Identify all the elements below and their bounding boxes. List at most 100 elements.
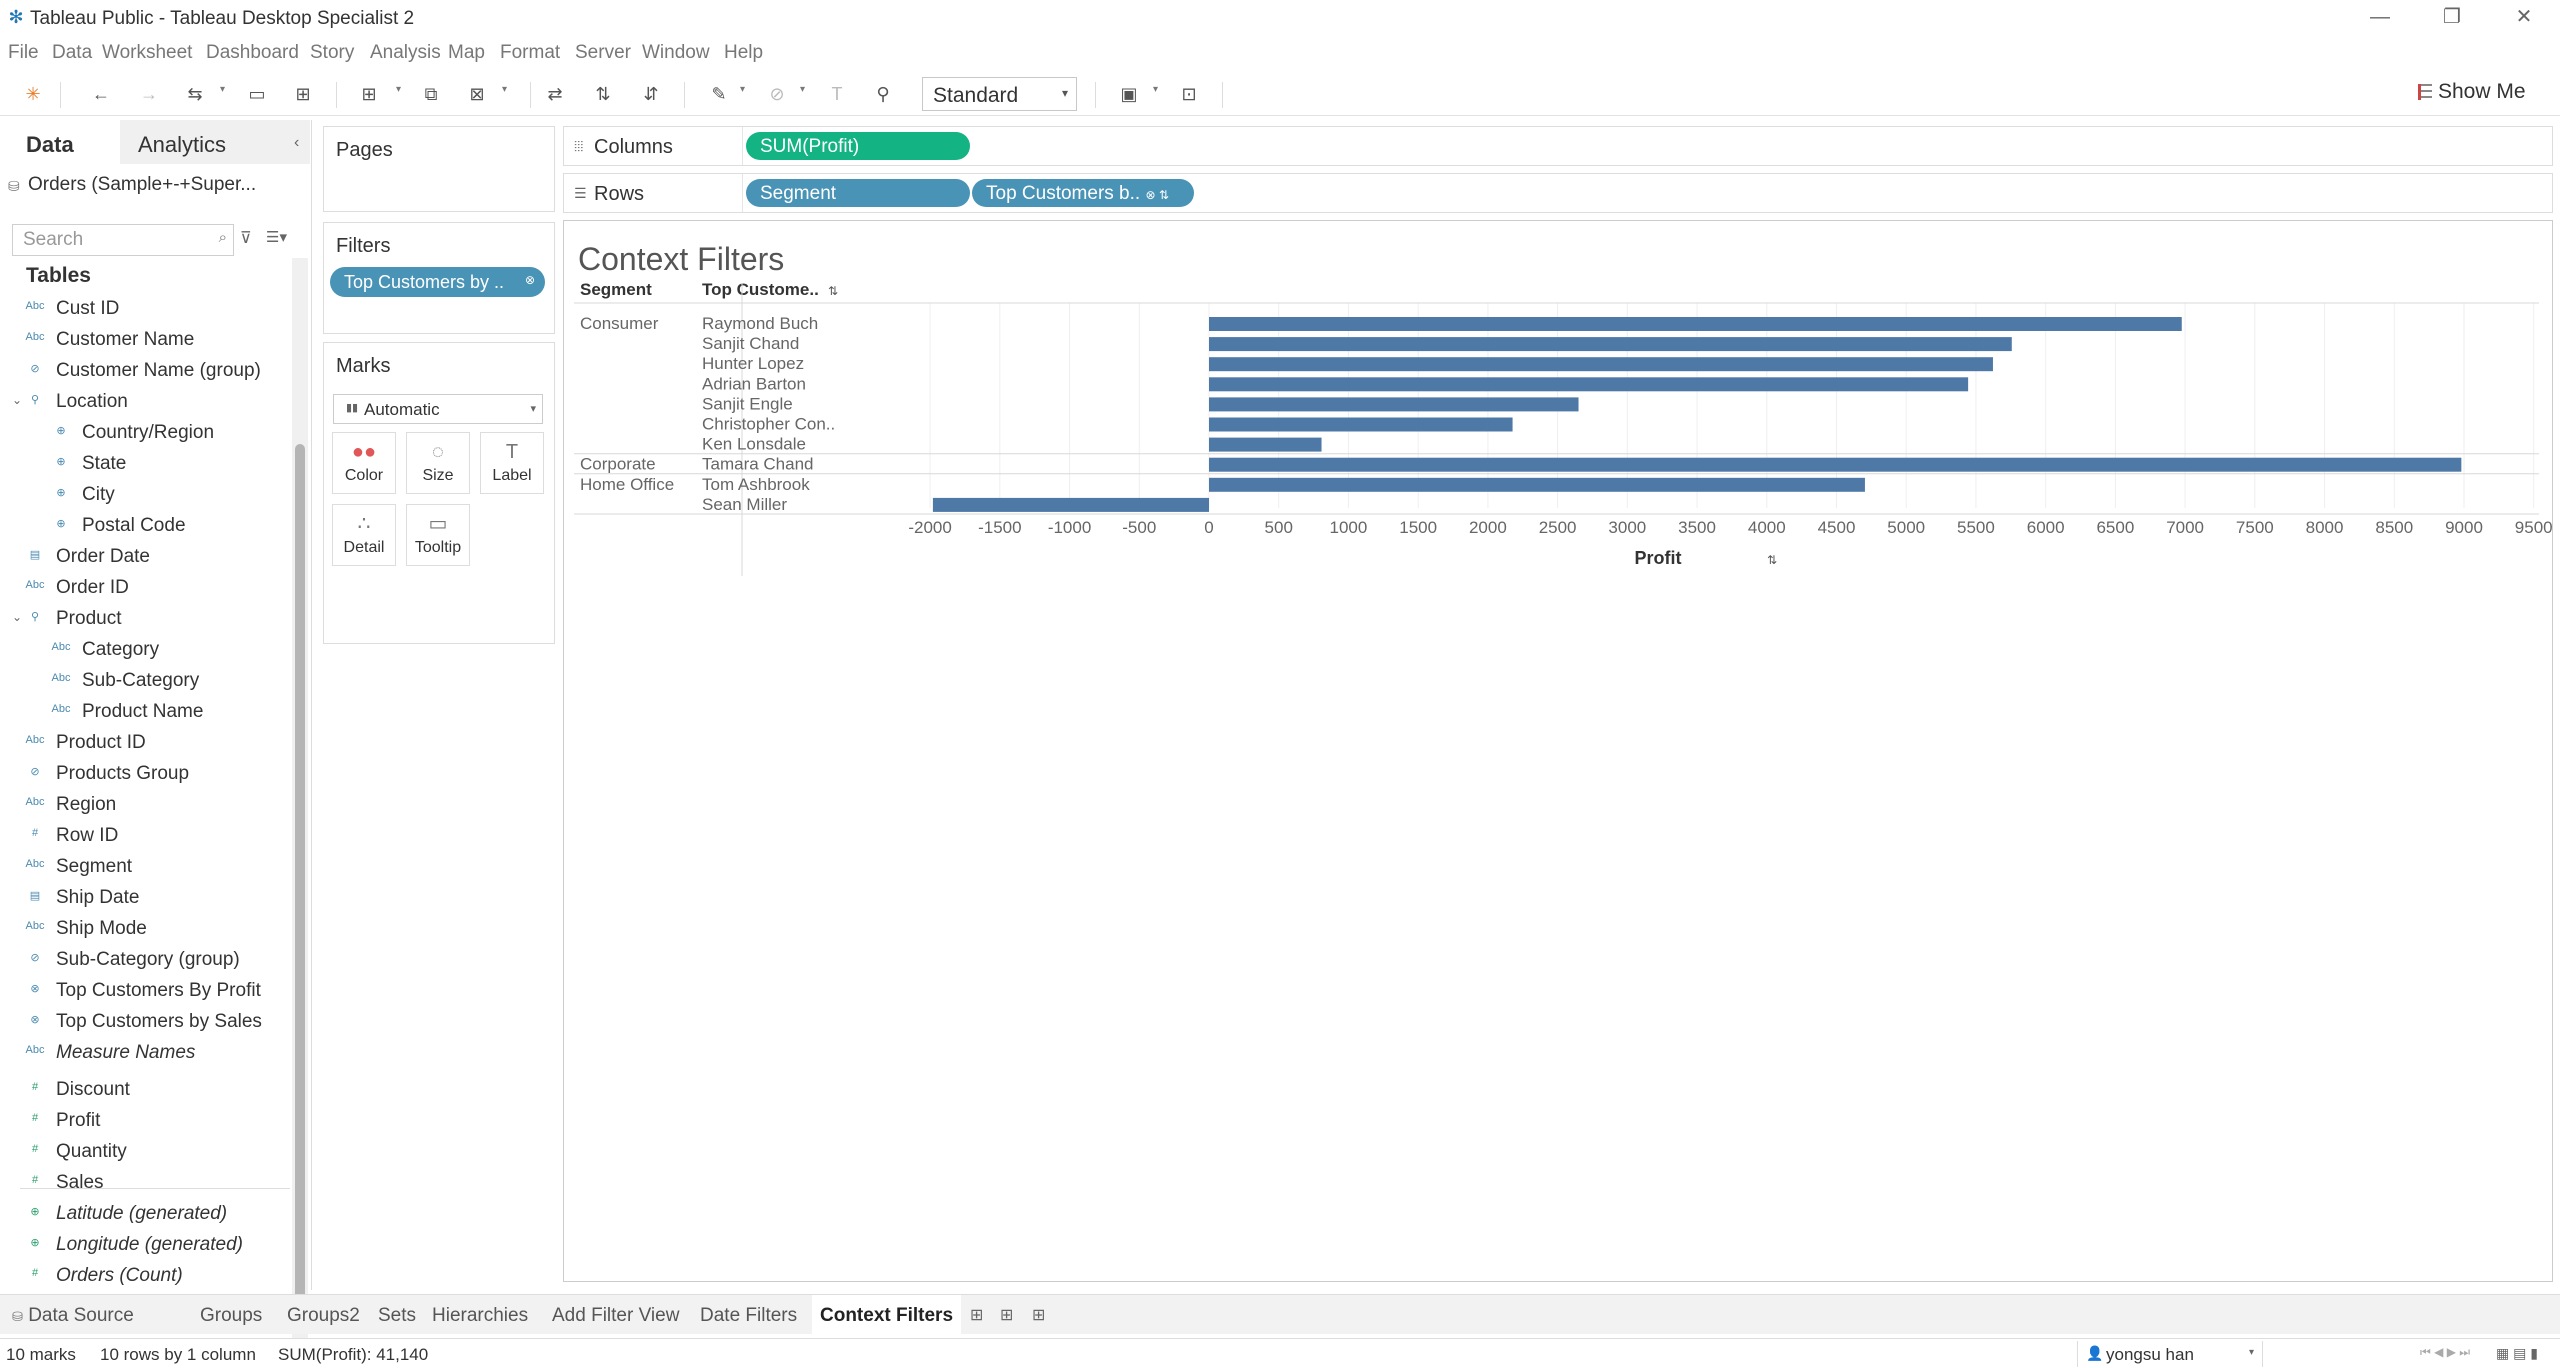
bar-ken-lonsdale[interactable]	[1209, 437, 1322, 452]
columns-shelf[interactable]: ⦙⦙⦙ Columns SUM(Profit)	[563, 126, 2553, 166]
field-measure-names[interactable]: Abc Measure Names	[0, 1040, 290, 1070]
bar-raymond-buch[interactable]	[1209, 317, 2182, 331]
presentation-icon[interactable]: ⊡	[1181, 84, 1197, 104]
bar-tamara-chand[interactable]	[1209, 457, 2462, 472]
new-dashboard-icon[interactable]: ⊞	[1000, 1307, 1014, 1324]
field-product-id[interactable]: Abc Product ID	[0, 730, 290, 760]
duplicate-sheet-icon[interactable]: ⧉	[424, 84, 438, 104]
tab-data[interactable]: Data	[0, 120, 120, 164]
filter-fields-icon[interactable]: ⊽	[240, 230, 252, 247]
bar-sean-miller[interactable]	[932, 497, 1209, 512]
field-products-group[interactable]: ⊘ Products Group	[0, 761, 290, 791]
tab-data-source[interactable]: ⛁ Data Source	[12, 1305, 134, 1326]
close-button[interactable]: ✕	[2515, 6, 2533, 28]
field-sales[interactable]: # Sales	[0, 1170, 290, 1200]
sheet-tab-groups2[interactable]: Groups2	[287, 1305, 360, 1326]
field-row-id[interactable]: # Row ID	[0, 823, 290, 853]
field-sub-category[interactable]: Abc Sub-Category	[0, 668, 290, 698]
field-profit[interactable]: # Profit	[0, 1108, 290, 1138]
marks-color-button[interactable]: ●● Color	[332, 432, 396, 494]
field-product[interactable]: ⌄ ⚲ Product	[0, 606, 290, 636]
new-datasource-icon[interactable]: ⊞	[295, 84, 311, 104]
field-customer-name-group[interactable]: ⊘ Customer Name (group)	[0, 358, 290, 388]
marks-label-button[interactable]: T Label	[480, 432, 544, 494]
field-ship-mode[interactable]: Abc Ship Mode	[0, 916, 290, 946]
sheet-tab-sets[interactable]: Sets	[378, 1305, 417, 1326]
menu-data[interactable]: Data	[52, 42, 93, 63]
labels-icon[interactable]: T	[831, 84, 843, 104]
menu-map[interactable]: Map	[448, 42, 485, 63]
marks-detail-button[interactable]: ∴ Detail	[332, 504, 396, 566]
axis-sort-icon[interactable]: ⇅	[1767, 553, 1777, 567]
field-longitude-generated[interactable]: ⊕ Longitude (generated)	[0, 1232, 290, 1262]
pill-sum-profit[interactable]: SUM(Profit)	[746, 132, 970, 160]
field-postal-code[interactable]: ⊕ Postal Code	[0, 513, 290, 543]
field-top-customers-by-sales[interactable]: ⊗ Top Customers by Sales	[0, 1009, 290, 1039]
pill-top-customers[interactable]: Top Customers b.. ⊗ ⇅	[972, 179, 1194, 207]
expand-icon[interactable]: ⌄	[12, 610, 23, 624]
menu-server[interactable]: Server	[575, 42, 631, 63]
menu-worksheet[interactable]: Worksheet	[102, 42, 193, 63]
sort-descending-icon[interactable]: ⇵	[643, 84, 659, 104]
menu-file[interactable]: File	[8, 42, 39, 63]
bar-sanjit-chand[interactable]	[1209, 337, 2012, 352]
field-product-name[interactable]: Abc Product Name	[0, 699, 290, 729]
sheet-tab-add-filter-view[interactable]: Add Filter View	[552, 1305, 680, 1326]
undo-icon[interactable]: ←	[92, 84, 110, 104]
field-latitude-generated[interactable]: ⊕ Latitude (generated)	[0, 1201, 290, 1231]
field-sub-category-group[interactable]: ⊘ Sub-Category (group)	[0, 947, 290, 977]
field-quantity[interactable]: # Quantity	[0, 1139, 290, 1169]
minimize-button[interactable]: —	[2370, 6, 2390, 28]
field-list-scrollbar[interactable]	[292, 258, 308, 1368]
field-state[interactable]: ⊕ State	[0, 451, 290, 481]
sort-icon[interactable]: ⇅	[828, 284, 838, 298]
menu-dashboard[interactable]: Dashboard	[206, 42, 299, 63]
field-segment[interactable]: Abc Segment	[0, 854, 290, 884]
pill-segment[interactable]: Segment	[746, 179, 970, 207]
new-story-icon[interactable]: ⊞	[1032, 1307, 1046, 1324]
tableau-home-icon[interactable]: ✳	[25, 84, 41, 104]
field-order-id[interactable]: Abc Order ID	[0, 575, 290, 605]
field-city[interactable]: ⊕ City	[0, 482, 290, 512]
sort-ascending-icon[interactable]: ⇅	[595, 84, 611, 104]
sheet-tab-context-filters[interactable]: Context Filters	[812, 1295, 962, 1335]
menu-format[interactable]: Format	[500, 42, 561, 63]
view-options-icon[interactable]: ☰▾	[266, 229, 287, 246]
pin-icon[interactable]: ⚲	[876, 84, 890, 104]
user-menu[interactable]: 👤 yongsu han ▾	[2077, 1341, 2263, 1367]
redo-icon[interactable]: →	[140, 84, 158, 104]
menu-analysis[interactable]: Analysis	[370, 42, 441, 63]
datasource-name[interactable]: Orders (Sample+-+Super...	[28, 174, 257, 195]
restore-button[interactable]: ❐	[2443, 6, 2461, 28]
field-ship-date[interactable]: ▤ Ship Date	[0, 885, 290, 915]
menu-window[interactable]: Window	[642, 42, 710, 63]
field-orders-count[interactable]: # Orders (Count)	[0, 1263, 290, 1293]
replay-icon[interactable]: ⇆	[187, 84, 203, 104]
rows-shelf[interactable]: ☰ Rows Segment Top Customers b.. ⊗ ⇅	[563, 173, 2553, 213]
field-discount[interactable]: # Discount	[0, 1077, 290, 1107]
swap-icon[interactable]: ⇄	[547, 84, 563, 104]
x-axis-title[interactable]: Profit	[1635, 548, 1682, 568]
field-country-region[interactable]: ⊕ Country/Region	[0, 420, 290, 450]
save-icon[interactable]: ▭	[248, 84, 266, 104]
pages-card[interactable]: Pages	[323, 126, 555, 212]
fit-dropdown[interactable]: Standard ▾	[922, 77, 1077, 111]
cards-icon[interactable]: ▣	[1120, 84, 1138, 104]
show-me-button[interactable]: Show Me	[2418, 80, 2526, 104]
marks-tooltip-button[interactable]: ▭ Tooltip	[406, 504, 470, 566]
bar-hunter-lopez[interactable]	[1209, 357, 1993, 372]
header-segment[interactable]: Segment	[580, 280, 652, 299]
sheet-nav-icon[interactable]: ⏮ ◀ ▶ ⏭	[2420, 1345, 2471, 1359]
bar-sanjit-engle[interactable]	[1209, 397, 1579, 412]
field-order-date[interactable]: ▤ Order Date	[0, 544, 290, 574]
field-cust-id[interactable]: Abc Cust ID	[0, 296, 290, 326]
menu-help[interactable]: Help	[724, 42, 764, 63]
group-icon[interactable]: ⊘	[769, 84, 785, 104]
sheet-tab-date-filters[interactable]: Date Filters	[700, 1305, 798, 1326]
sheet-tab-hierarchies[interactable]: Hierarchies	[432, 1305, 529, 1326]
bar-adrian-barton[interactable]	[1209, 377, 1969, 392]
filter-pill-top-customers[interactable]: Top Customers by .. ⊗	[330, 267, 545, 297]
view-toggle-icon[interactable]: ▦ ▤ ▮	[2496, 1345, 2538, 1361]
field-category[interactable]: Abc Category	[0, 637, 290, 667]
marks-size-button[interactable]: ◌ Size	[406, 432, 470, 494]
